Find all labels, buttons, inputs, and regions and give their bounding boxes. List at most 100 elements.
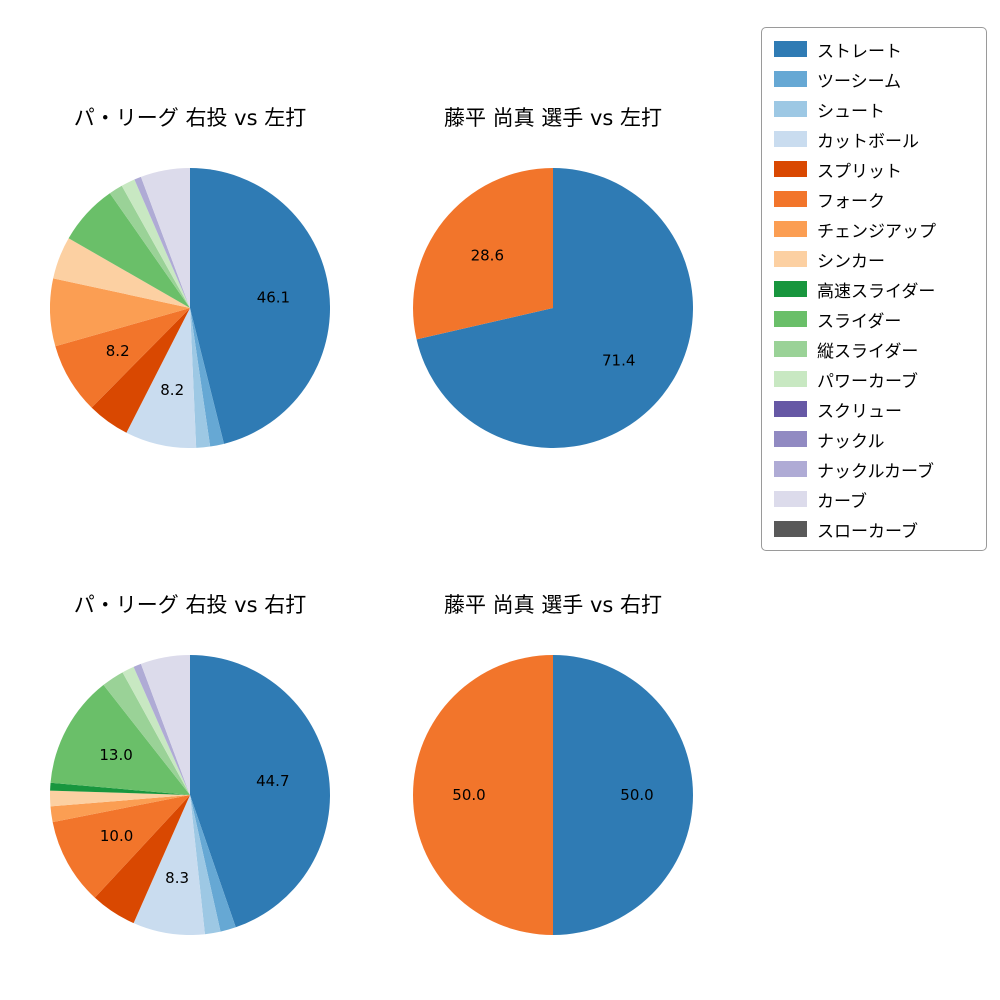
- chart-title-pa-league-vs-right: パ・リーグ 右投 vs 右打: [73, 593, 307, 617]
- legend-swatch: [774, 221, 807, 237]
- pie-slice: [134, 176, 190, 308]
- legend-item: ナックル: [774, 428, 974, 452]
- pie-slice: [413, 655, 553, 935]
- legend-item: パワーカーブ: [774, 368, 974, 392]
- legend-swatch: [774, 371, 807, 387]
- pie-slice: [190, 308, 211, 448]
- legend-item: ツーシーム: [774, 68, 974, 92]
- chart-title-player-vs-right: 藤平 尚真 選手 vs 右打: [443, 593, 663, 617]
- pie-slice: [103, 672, 190, 795]
- legend-item: ナックルカーブ: [774, 458, 974, 482]
- pie-slice: [553, 655, 693, 935]
- legend: ストレートツーシームシュートカットボール スプリットフォークチェンジアップ シンカー…: [761, 27, 987, 551]
- pie-slice: [94, 795, 190, 924]
- legend-swatch: [774, 341, 807, 357]
- pie-chart-pa-league-vs-right: 44.7 8.3 10.0 13.0: [50, 655, 330, 935]
- legend-swatch: [774, 251, 807, 267]
- legend-label: 縦スライダー: [817, 341, 919, 362]
- legend-swatch: [774, 401, 807, 417]
- legend-label: カットボール: [817, 131, 919, 152]
- pie-slice-label: 8.3: [165, 869, 189, 887]
- legend-item: フォーク: [774, 188, 974, 212]
- legend-swatch: [774, 431, 807, 447]
- pie-slice: [190, 308, 224, 447]
- legend-item: スライダー: [774, 308, 974, 332]
- pie-slice-label: 50.0: [620, 786, 653, 804]
- pie-slice: [53, 238, 191, 308]
- legend-label: チェンジアップ: [817, 221, 936, 242]
- pie-slice: [190, 795, 236, 932]
- legend-label: スプリット: [817, 161, 902, 182]
- legend-swatch: [774, 311, 807, 327]
- pie-slice-label: 13.0: [99, 746, 132, 764]
- legend-item: スクリュー: [774, 398, 974, 422]
- pie-chart-player-vs-left: 71.4 28.6: [413, 168, 693, 448]
- legend-swatch: [774, 101, 807, 117]
- pie-slice: [190, 655, 330, 928]
- pie-slice: [68, 193, 190, 308]
- legend-swatch: [774, 521, 807, 537]
- pie-slice: [190, 168, 330, 444]
- legend-item: チェンジアップ: [774, 218, 974, 242]
- pie-slice: [50, 782, 190, 795]
- legend-swatch: [774, 161, 807, 177]
- legend-label: ナックル: [817, 431, 885, 452]
- pie-slice-label: 46.1: [257, 289, 290, 307]
- legend-label: 高速スライダー: [817, 281, 936, 302]
- pie-slice: [413, 168, 553, 340]
- pie-slice-label: 8.2: [106, 342, 130, 360]
- pie-chart-pa-league-vs-left: 46.1 8.2 8.2: [50, 168, 330, 448]
- legend-swatch: [774, 71, 807, 87]
- pie-slice: [140, 655, 190, 795]
- pie-slice-label: 10.0: [100, 827, 133, 845]
- legend-item: 高速スライダー: [774, 278, 974, 302]
- chart-title-pa-league-vs-left: パ・リーグ 右投 vs 左打: [73, 106, 307, 130]
- pie-slice: [109, 185, 190, 308]
- legend-label: ツーシーム: [817, 71, 902, 92]
- pie-slice: [52, 795, 191, 898]
- legend-item: カーブ: [774, 488, 974, 512]
- legend-item: シンカー: [774, 248, 974, 272]
- legend-item: スプリット: [774, 158, 974, 182]
- pie-slice: [122, 666, 190, 795]
- legend-label: カーブ: [817, 491, 867, 512]
- legend-item: ストレート: [774, 38, 974, 62]
- pie-slice: [133, 795, 205, 935]
- legend-label: パワーカーブ: [817, 371, 918, 392]
- legend-swatch: [774, 191, 807, 207]
- legend-label: シュート: [817, 101, 885, 122]
- legend-label: スライダー: [817, 311, 902, 332]
- chart-title-player-vs-left: 藤平 尚真 選手 vs 左打: [443, 106, 663, 130]
- legend-swatch: [774, 461, 807, 477]
- pie-slice: [50, 684, 190, 795]
- legend-swatch: [774, 41, 807, 57]
- pie-slice: [121, 179, 190, 308]
- pie-slice: [190, 795, 221, 935]
- pie-slice-label: 28.6: [471, 247, 504, 265]
- pie-slice: [50, 278, 191, 347]
- pie-slice-label: 71.4: [602, 351, 635, 369]
- pie-slice: [126, 308, 197, 448]
- legend-item: 縦スライダー: [774, 338, 974, 362]
- legend-item: カットボール: [774, 128, 974, 152]
- legend-label: シンカー: [817, 251, 885, 272]
- pie-chart-player-vs-right: 50.0 50.0: [413, 655, 693, 935]
- legend-swatch: [774, 281, 807, 297]
- pie-slice: [140, 168, 190, 308]
- pie-slice: [50, 795, 190, 823]
- legend-label: スローカーブ: [817, 521, 918, 542]
- pie-slice: [55, 308, 190, 408]
- legend-item: スローカーブ: [774, 518, 974, 542]
- legend-label: フォーク: [817, 191, 885, 212]
- pie-slice-label: 44.7: [256, 772, 289, 790]
- legend-label: ナックルカーブ: [817, 461, 934, 482]
- pie-slice: [416, 168, 693, 448]
- pie-slice-label: 50.0: [452, 786, 485, 804]
- legend-swatch: [774, 491, 807, 507]
- pie-slice: [133, 663, 190, 795]
- pie-slice-label: 8.2: [160, 381, 184, 399]
- legend-label: スクリュー: [817, 401, 902, 422]
- legend-item: シュート: [774, 98, 974, 122]
- pie-slice: [91, 308, 190, 433]
